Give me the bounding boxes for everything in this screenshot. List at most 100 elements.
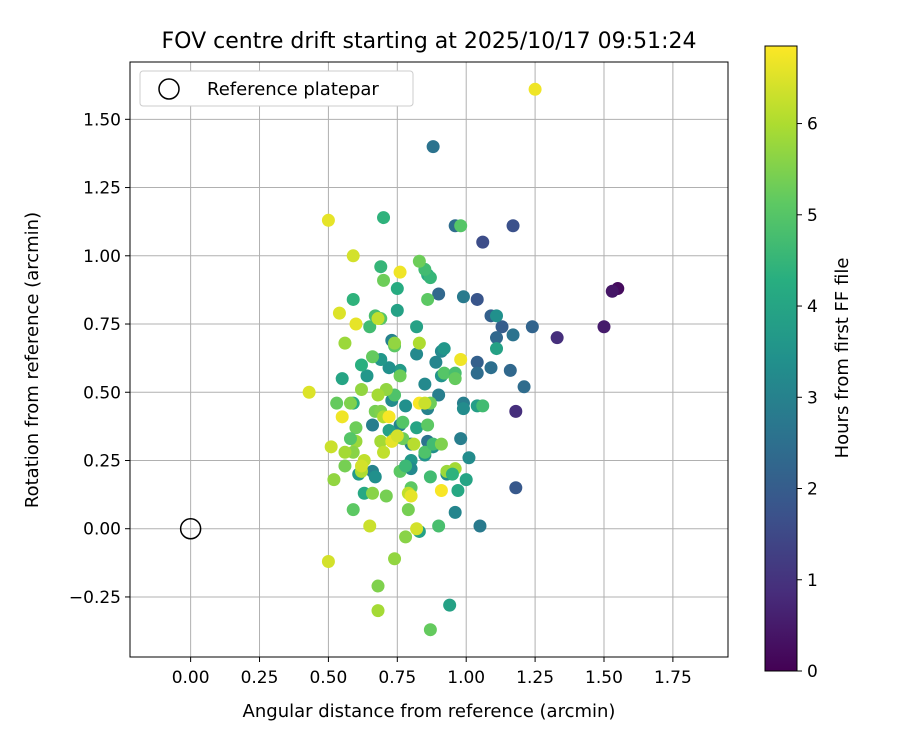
data-point: [377, 445, 391, 459]
data-point: [393, 265, 407, 279]
data-point: [484, 361, 498, 375]
data-point: [490, 331, 504, 345]
data-point: [390, 429, 404, 443]
data-point: [421, 418, 435, 432]
data-point: [366, 486, 380, 500]
colorbar-label: Hours from first FF file: [832, 258, 853, 459]
colorbar-ticks: 0 1 2 3 4 5 6: [797, 115, 818, 682]
data-point: [346, 292, 360, 306]
data-point: [423, 470, 437, 484]
data-points: [302, 82, 625, 637]
data-point: [418, 396, 432, 410]
data-point: [382, 410, 396, 424]
y-tick-label: 0.25: [83, 451, 121, 471]
data-point: [426, 140, 440, 154]
data-point: [338, 336, 352, 350]
reference-marker: [179, 517, 202, 540]
data-point: [374, 260, 388, 274]
data-point: [407, 437, 421, 451]
data-point: [343, 396, 357, 410]
data-point: [327, 473, 341, 487]
data-point: [476, 399, 490, 413]
data-point: [495, 320, 509, 334]
data-point: [456, 402, 470, 416]
data-point: [354, 358, 368, 372]
data-point: [388, 552, 402, 566]
data-point: [454, 219, 468, 233]
data-point: [366, 418, 380, 432]
data-point: [346, 249, 360, 263]
data-point: [412, 254, 426, 268]
data-point: [470, 366, 484, 380]
data-point: [410, 320, 424, 334]
data-point: [377, 211, 391, 225]
data-point: [454, 432, 468, 446]
data-point: [371, 312, 385, 326]
data-point: [432, 287, 446, 301]
x-tick-label: 1.25: [516, 668, 554, 688]
colorbar-tick-label: 1: [807, 571, 818, 591]
chart-title: FOV centre drift starting at 2025/10/17 …: [162, 29, 697, 54]
data-point: [371, 579, 385, 593]
x-axis-ticks: 0.00 0.25 0.50 0.75 1.00 1.25 1.50 1.75: [172, 657, 692, 688]
data-point: [374, 434, 388, 448]
legend-reference-marker: [158, 78, 180, 100]
data-point: [421, 292, 435, 306]
data-point: [335, 372, 349, 386]
data-point: [490, 309, 504, 323]
data-point: [393, 369, 407, 383]
data-point: [509, 481, 523, 495]
x-tick-label: 1.75: [654, 668, 692, 688]
x-tick-label: 0.75: [378, 668, 416, 688]
data-point: [321, 213, 335, 227]
data-point: [470, 292, 484, 306]
data-point: [470, 355, 484, 369]
colorbar-tick-label: 2: [807, 480, 818, 500]
data-point: [503, 363, 517, 377]
data-point: [346, 503, 360, 517]
data-point: [321, 554, 335, 568]
y-tick-label: 0.50: [83, 383, 121, 403]
data-point: [597, 320, 611, 334]
data-point: [363, 519, 377, 533]
y-axis-label: Rotation from reference (arcmin): [22, 212, 43, 508]
x-tick-label: 0.00: [172, 668, 210, 688]
colorbar-tick-label: 5: [807, 206, 818, 226]
data-point: [434, 484, 448, 498]
data-point: [338, 445, 352, 459]
data-point: [401, 503, 415, 517]
data-point: [343, 432, 357, 446]
legend-label-reference: Reference platepar: [207, 79, 379, 100]
data-point: [432, 519, 446, 533]
colorbar-gradient: [764, 45, 798, 672]
data-point: [379, 489, 393, 503]
colorbar-tick-label: 3: [807, 388, 818, 408]
data-point: [349, 421, 363, 435]
y-axis-ticks: −0.25 0.00 0.25 0.50 0.75 1.00 1.25 1.50: [69, 110, 130, 608]
data-point: [366, 350, 380, 364]
data-point: [476, 235, 490, 249]
legend: Reference platepar: [139, 70, 414, 107]
data-point: [399, 459, 413, 473]
data-point: [324, 440, 338, 454]
data-point: [360, 369, 374, 383]
x-axis-label: Angular distance from reference (arcmin): [243, 701, 616, 722]
data-point: [354, 383, 368, 397]
x-tick-label: 1.00: [447, 668, 485, 688]
data-point: [448, 372, 462, 386]
data-point: [437, 366, 451, 380]
x-tick-label: 0.25: [241, 668, 279, 688]
data-point: [302, 385, 316, 399]
data-point: [448, 505, 462, 519]
data-point: [388, 336, 402, 350]
plot-frame: [129, 61, 729, 658]
y-tick-label: 1.25: [83, 179, 121, 199]
data-point: [335, 410, 349, 424]
data-point: [371, 388, 385, 402]
data-point: [473, 519, 487, 533]
colorbar-tick-label: 4: [807, 297, 818, 317]
colorbar: 0 1 2 3 4 5 6 Hours from first FF file: [764, 45, 853, 682]
legend-box: [139, 70, 414, 107]
data-point: [382, 361, 396, 375]
data-point: [509, 404, 523, 418]
